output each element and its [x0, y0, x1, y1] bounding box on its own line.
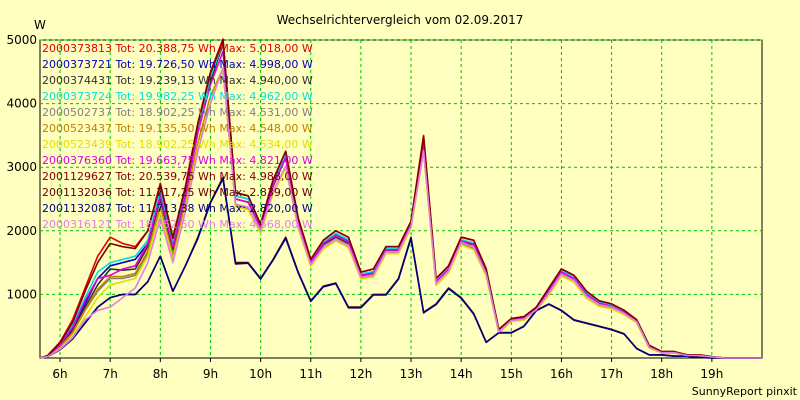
- x-tick-label: 12h: [349, 367, 372, 381]
- legend-entry-10: 2001132036 Tot: 11.717,25 Wh Max: 2.839,…: [42, 186, 313, 199]
- x-tick-label: 16h: [550, 367, 573, 381]
- legend-entry-12: 2000316121 Tot: 18.752,50 Wh Max: 4.568,…: [42, 218, 313, 231]
- footer-credit: SunnyReport pinxit: [692, 385, 798, 398]
- x-tick-label: 14h: [450, 367, 473, 381]
- legend-entry-2: 2000373721 Tot: 19.726,50 Wh Max: 4.998,…: [42, 58, 313, 71]
- series-lines: [39, 38, 762, 359]
- legend-entry-3: 2000374431 Tot: 19.239,13 Wh Max: 4.940,…: [42, 74, 313, 87]
- x-tick-label: 8h: [153, 367, 168, 381]
- legend-entry-7: 2000523439 Tot: 18.902,25 Wh Max: 4.534,…: [42, 138, 313, 151]
- y-tick-label: 3000: [6, 160, 37, 174]
- x-tick-label: 11h: [299, 367, 322, 381]
- series-line-12: [39, 66, 762, 359]
- plot-area: [39, 39, 763, 359]
- legend-entry-5: 2000502737 Tot: 18.902,25 Wh Max: 4.531,…: [42, 106, 313, 119]
- y-tick-label: 2000: [6, 224, 37, 238]
- legend: 2000373813 Tot: 20.388,75 Wh Max: 5.018,…: [42, 42, 313, 231]
- y-tick-label: 4000: [6, 97, 37, 111]
- x-tick-label: 18h: [650, 367, 673, 381]
- y-tick-label: 1000: [6, 287, 37, 301]
- legend-entry-6: 2000523437 Tot: 19.135,50 Wh Max: 4.548,…: [42, 122, 313, 135]
- x-tick-label: 13h: [400, 367, 423, 381]
- series-line-11: [39, 177, 762, 359]
- x-tick-label: 9h: [203, 367, 218, 381]
- grid: [40, 39, 762, 358]
- legend-entry-11: 2001132087 Tot: 11.713,38 Wh Max: 2.820,…: [42, 202, 313, 215]
- x-tick-label: 19h: [700, 367, 723, 381]
- y-axis-unit-label: W: [34, 18, 46, 32]
- axes: 1000 2000 3000 4000 5000 6h 7h 8h 9h 10h 11h 12h 13h…: [6, 33, 723, 381]
- x-tick-label: 7h: [103, 367, 118, 381]
- legend-entry-8: 2000376360 Tot: 19.663,75 Wh Max: 4.821,…: [42, 154, 313, 167]
- legend-entry-4: 2000373724 Tot: 19.982,25 Wh Max: 4.962,…: [42, 90, 313, 103]
- legend-entry-1: 2000373813 Tot: 20.388,75 Wh Max: 5.018,…: [42, 42, 313, 55]
- x-tick-label: 15h: [500, 367, 523, 381]
- x-tick-label: 17h: [600, 367, 623, 381]
- x-tick-label: 6h: [52, 367, 67, 381]
- x-tick-label: 10h: [249, 367, 272, 381]
- legend-entry-9: 2001129627 Tot: 20.539,75 Wh Max: 4.988,…: [42, 170, 313, 183]
- chart-title: Wechselrichtervergleich vom 02.09.2017: [277, 13, 524, 27]
- y-tick-label: 5000: [6, 33, 37, 47]
- series-line-2: [39, 39, 762, 359]
- series-line-9: [39, 39, 762, 359]
